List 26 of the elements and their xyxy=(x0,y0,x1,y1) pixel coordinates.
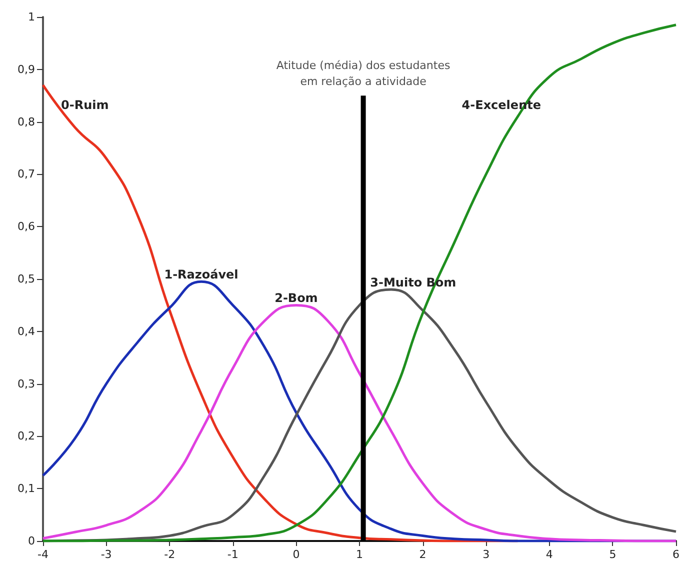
annotation: Atitude (média) dos estudantes em relação a atividade xyxy=(276,59,450,88)
x-tick-label: 5 xyxy=(609,548,616,561)
y-tick-label: 0,3 xyxy=(18,377,35,390)
x-tick-label: 3 xyxy=(482,548,490,561)
x-tick-label: 6 xyxy=(672,548,680,561)
x-tick-label: 0 xyxy=(292,548,300,561)
x-tick-label: -2 xyxy=(164,548,176,561)
x-tick-label: 2 xyxy=(419,548,426,561)
x-tick-label: -3 xyxy=(100,548,112,561)
series-label: 1-Razoável xyxy=(164,268,238,282)
x-tick-label: -4 xyxy=(38,548,48,561)
y-tick-label: 1 xyxy=(28,10,35,24)
y-tick-label: 0,8 xyxy=(18,115,35,128)
y-tick-label: 0,9 xyxy=(18,62,35,76)
x-tick-label: 4 xyxy=(546,548,553,561)
y-tick-label: 0,1 xyxy=(18,482,35,496)
y-tick-label: 0,5 xyxy=(18,272,35,286)
y-tick-label: 0 xyxy=(28,534,35,548)
y-tick-label: 0,4 xyxy=(18,324,35,338)
series-label: 2-Bom xyxy=(274,291,318,306)
y-tick-label: 0,6 xyxy=(18,220,35,234)
y-tick-label: 0,2 xyxy=(18,430,35,443)
series-label: 0-Ruim xyxy=(61,98,109,112)
x-tick-label: -1 xyxy=(227,548,238,561)
y-tick-label: 0,7 xyxy=(18,168,35,181)
x-tick-label: 1 xyxy=(356,548,363,561)
